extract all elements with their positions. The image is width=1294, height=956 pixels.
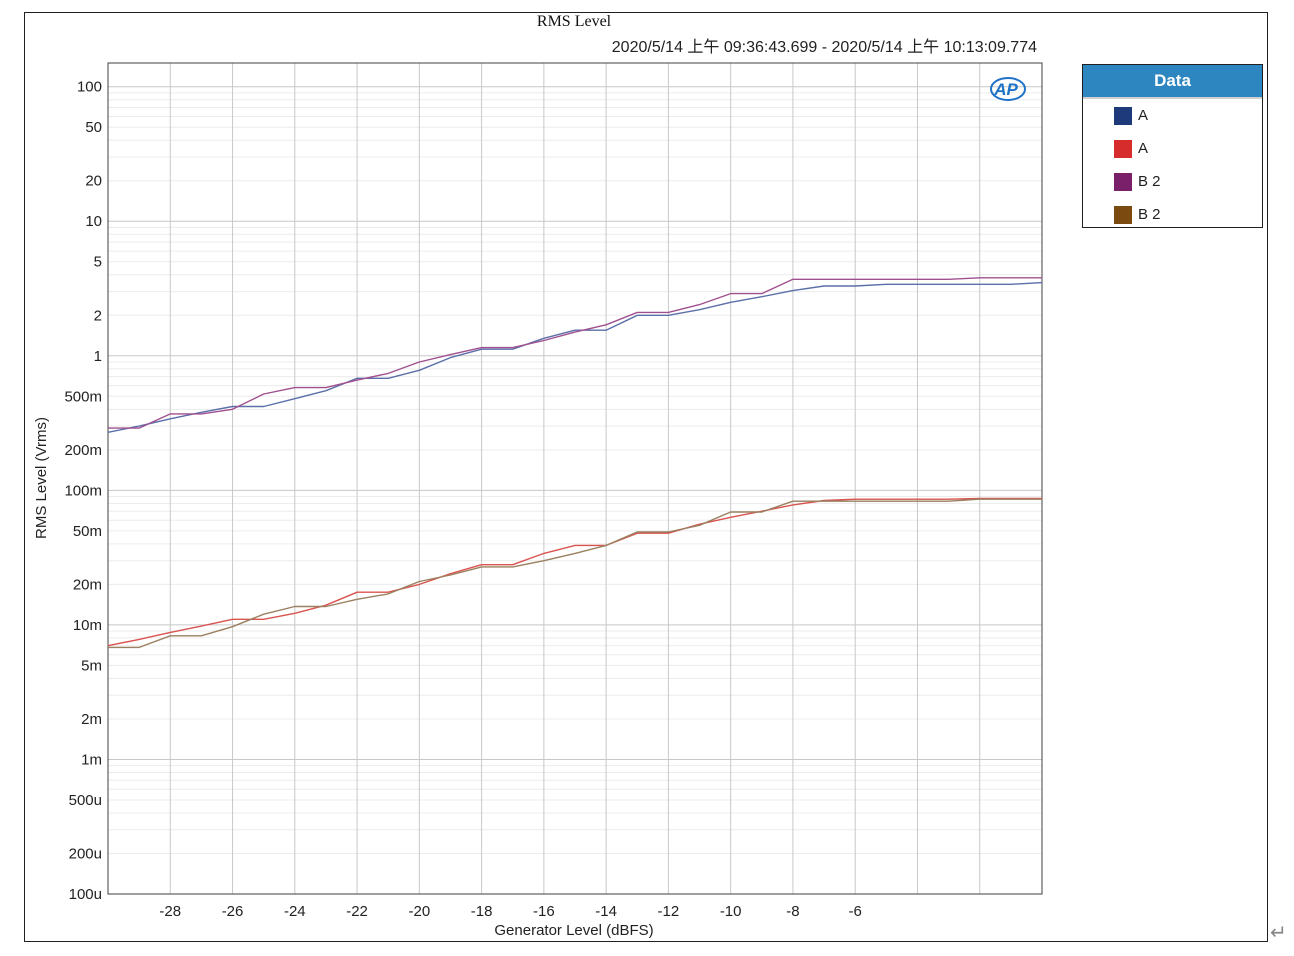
y-tick-label: 10m bbox=[73, 617, 102, 634]
legend-item-a-1[interactable]: A bbox=[1083, 99, 1262, 132]
y-tick-label: 2 bbox=[94, 307, 102, 324]
x-tick-label: -28 bbox=[159, 903, 181, 920]
series-line-3 bbox=[108, 277, 1042, 429]
legend-item-b2-1[interactable]: B 2 bbox=[1083, 165, 1262, 198]
series-line-1 bbox=[107, 281, 1043, 433]
x-axis-label: Generator Level (dBFS) bbox=[494, 922, 653, 939]
x-tick-label: -10 bbox=[720, 903, 742, 920]
return-mark-icon: ↵ bbox=[1270, 922, 1287, 944]
series-lines bbox=[107, 277, 1043, 649]
legend: Data A A B 2 B 2 bbox=[1082, 64, 1263, 228]
y-tick-label: 50 bbox=[85, 119, 102, 136]
y-tick-label: 50m bbox=[73, 523, 102, 540]
legend-label: A bbox=[1138, 107, 1149, 124]
ap-logo-text: AP bbox=[993, 80, 1018, 99]
legend-swatch bbox=[1114, 172, 1132, 191]
chart-subtitle: 2020/5/14 上午 09:36:43.699 - 2020/5/14 上午… bbox=[612, 38, 1037, 56]
y-tick-label: 500m bbox=[64, 388, 102, 405]
legend-label: B 2 bbox=[1138, 206, 1161, 223]
y-tick-label: 20 bbox=[85, 173, 102, 190]
x-tick-label: -20 bbox=[408, 903, 430, 920]
x-tick-label: -6 bbox=[849, 903, 862, 920]
chart-title: RMS Level bbox=[537, 13, 612, 30]
y-tick-label: 1 bbox=[94, 348, 102, 365]
x-tick-label: -26 bbox=[222, 903, 244, 920]
legend-swatch bbox=[1114, 139, 1132, 158]
plot-grid bbox=[108, 63, 1042, 895]
y-tick-label: 10 bbox=[85, 213, 102, 230]
y-tick-label: 200u bbox=[69, 845, 102, 862]
plot-area-border bbox=[107, 62, 1043, 895]
x-tick-label: -24 bbox=[284, 903, 306, 920]
y-axis-ticks: 100 50 20 10 5 2 1 500m 200m 100m 50m 20m 10m 5m 2m 1m 5… bbox=[64, 79, 102, 903]
y-tick-label: 5m bbox=[81, 657, 102, 674]
y-tick-label: 2m bbox=[81, 711, 102, 728]
x-tick-label: -8 bbox=[786, 903, 799, 920]
x-tick-label: -18 bbox=[471, 903, 493, 920]
legend-label: B 2 bbox=[1138, 173, 1161, 190]
y-axis-label: RMS Level (Vrms) bbox=[33, 417, 50, 539]
x-tick-label: -22 bbox=[346, 903, 368, 920]
y-tick-label: 200m bbox=[64, 442, 102, 459]
chart-frame bbox=[24, 12, 1268, 942]
x-tick-label: -16 bbox=[533, 903, 555, 920]
series-line-2 bbox=[107, 497, 1042, 647]
x-tick-label: -14 bbox=[595, 903, 617, 920]
y-tick-label: 100 bbox=[77, 79, 102, 96]
x-tick-label: -12 bbox=[658, 903, 680, 920]
y-tick-label: 1m bbox=[81, 751, 102, 768]
y-tick-label: 500u bbox=[69, 792, 102, 809]
series-line-4 bbox=[108, 498, 1042, 649]
legend-label: A bbox=[1138, 140, 1149, 157]
x-axis-ticks: -28 -26 -24 -22 -20 -18 -16 -14 -12 -10 -8 -6 bbox=[159, 903, 861, 920]
legend-item-a-2[interactable]: A bbox=[1083, 132, 1262, 165]
legend-swatch bbox=[1114, 106, 1132, 125]
legend-swatch bbox=[1114, 205, 1132, 224]
legend-item-b2-2[interactable]: B 2 bbox=[1083, 198, 1262, 231]
y-tick-label: 5 bbox=[94, 254, 102, 271]
ap-logo-icon: AP bbox=[990, 77, 1026, 101]
y-tick-label: 20m bbox=[73, 576, 102, 593]
legend-header: Data bbox=[1083, 65, 1262, 99]
y-tick-label: 100m bbox=[64, 482, 102, 499]
y-tick-label: 100u bbox=[69, 886, 102, 903]
